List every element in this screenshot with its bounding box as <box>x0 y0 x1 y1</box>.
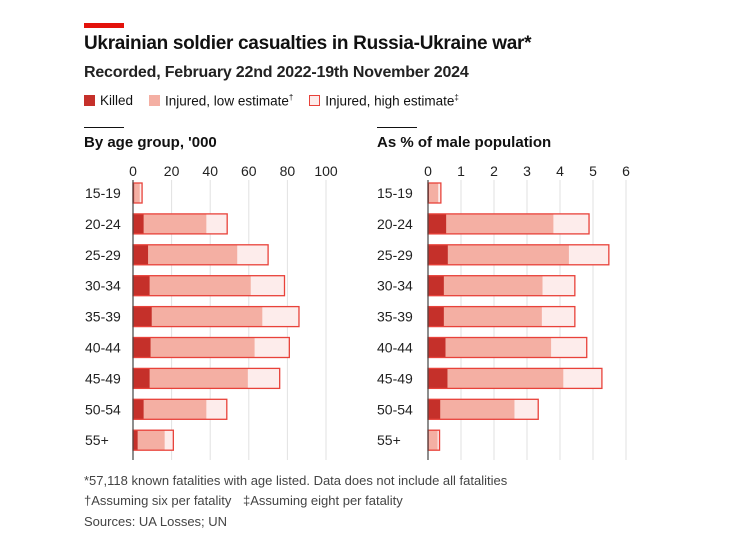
category-label: 50-54 <box>377 401 413 417</box>
category-label: 35-39 <box>85 309 121 325</box>
footnote-eight: ‡Assuming eight per fatality <box>243 493 403 508</box>
footnote-six: †Assuming six per fatality <box>84 493 232 508</box>
category-label: 30-34 <box>85 278 121 294</box>
bar-killed <box>133 430 138 451</box>
chart-subtitle: Recorded, February 22nd 2022-19th Novemb… <box>84 64 469 81</box>
panel-title-age: By age group, '000 <box>84 134 217 151</box>
legend-item-killed: Killed <box>84 93 133 108</box>
tick-label: 0 <box>129 163 137 179</box>
tick-label: 5 <box>589 163 597 179</box>
category-label: 25-29 <box>377 247 413 263</box>
tick-label: 3 <box>523 163 531 179</box>
bar-killed <box>428 244 448 265</box>
bar-injured-low <box>133 244 238 265</box>
tick-label: 60 <box>241 163 257 179</box>
category-label: 55+ <box>377 432 401 448</box>
brand-accent-bar <box>84 23 124 28</box>
bar-injured-low <box>428 337 552 358</box>
category-label: 15-19 <box>377 185 413 201</box>
bar-injured-low <box>428 244 569 265</box>
tick-label: 20 <box>164 163 180 179</box>
bar-killed <box>428 368 448 389</box>
tick-label: 0 <box>424 163 432 179</box>
bar-injured-low <box>133 213 207 234</box>
chart-age-group: 0 20 40 60 80 100 15-19 20-24 25-29 30-34 35-39 40-… <box>85 163 338 460</box>
bar-injured-low <box>133 368 248 389</box>
category-label: 55+ <box>85 432 109 448</box>
chart-title: Ukrainian soldier casualties in Russia-U… <box>84 33 532 54</box>
bar-injured-low <box>133 399 207 420</box>
bar-killed <box>133 337 151 358</box>
legend: Killed Injured, low estimate† Injured, h… <box>84 93 459 109</box>
bar-killed <box>428 213 447 234</box>
bar-killed <box>133 213 144 234</box>
bar-injured-low <box>428 275 543 296</box>
category-label: 50-54 <box>85 401 121 417</box>
category-label: 20-24 <box>85 216 121 232</box>
panel-rule <box>377 127 417 128</box>
legend-item-injured-high: Injured, high estimate‡ <box>309 93 459 109</box>
bar-killed <box>133 275 150 296</box>
bar-killed <box>133 368 150 389</box>
bar-killed <box>133 306 152 327</box>
legend-item-injured-low: Injured, low estimate† <box>149 93 293 109</box>
category-label: 45-49 <box>377 370 413 386</box>
category-label: 30-34 <box>377 278 413 294</box>
bar-killed <box>133 399 144 420</box>
tick-label: 80 <box>280 163 296 179</box>
category-label: 15-19 <box>85 185 121 201</box>
category-label: 40-44 <box>85 340 121 356</box>
tick-label: 6 <box>622 163 630 179</box>
legend-swatch <box>309 95 321 107</box>
tick-label: 40 <box>202 163 218 179</box>
bar-injured-low <box>428 213 554 234</box>
bar-injured-low <box>428 399 515 420</box>
legend-swatch <box>84 95 95 107</box>
category-label: 20-24 <box>377 216 413 232</box>
chart-pct-population: 0 1 2 3 4 5 6 15-19 20-24 25-29 30-34 35-39 40-44 45-… <box>377 163 630 460</box>
bar-injured-low <box>133 306 263 327</box>
bar-killed <box>428 306 444 327</box>
tick-label: 2 <box>490 163 498 179</box>
panel-title-pct: As % of male population <box>377 134 552 151</box>
legend-swatch <box>149 95 161 107</box>
panel-rule <box>84 127 124 128</box>
bar-injured-low <box>133 275 251 296</box>
bar-killed <box>133 244 149 265</box>
tick-label: 100 <box>314 163 338 179</box>
bar-killed <box>428 275 444 296</box>
sources: Sources: UA Losses; UN <box>84 514 228 529</box>
category-label: 35-39 <box>377 309 413 325</box>
bar-injured-low <box>428 183 439 203</box>
category-label: 45-49 <box>85 370 121 386</box>
category-label: 25-29 <box>85 247 121 263</box>
category-label: 40-44 <box>377 340 413 356</box>
bar-killed <box>428 399 441 420</box>
bar-injured-low <box>428 306 542 327</box>
bar-injured-low <box>133 337 255 358</box>
bar-killed <box>428 337 446 358</box>
bar-injured-low <box>428 430 438 451</box>
footnote: *57,118 known fatalities with age listed… <box>84 473 508 488</box>
bar-injured-low <box>133 430 165 451</box>
tick-label: 1 <box>457 163 465 179</box>
tick-label: 4 <box>556 163 564 179</box>
bar-injured-low <box>133 183 140 203</box>
bar-injured-low <box>428 368 564 389</box>
